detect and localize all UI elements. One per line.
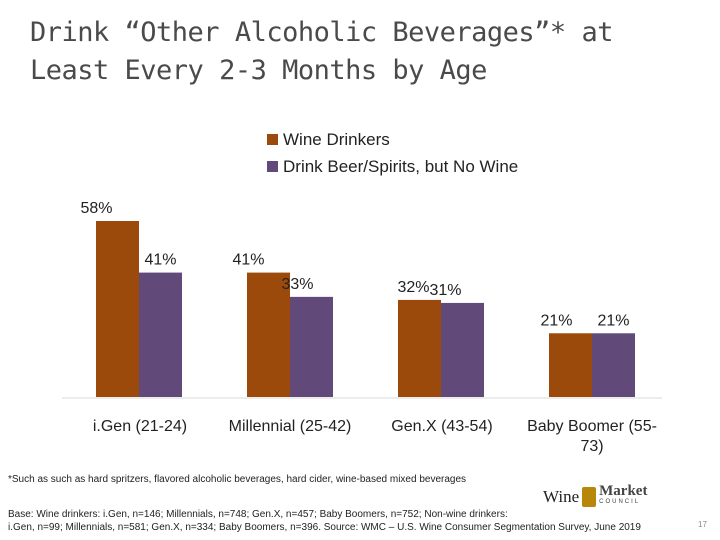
bar-wine-2 <box>398 299 441 397</box>
page-title: Drink “Other Alcoholic Beverages”* at Le… <box>30 17 613 86</box>
footnote: *Such as such as hard spritzers, flavore… <box>8 474 467 485</box>
data-label-wine-0: 58% <box>80 200 112 217</box>
base-note-line-1: Base: Wine drinkers: i.Gen, n=146; Mille… <box>8 509 508 520</box>
data-label-no-wine-1: 33% <box>281 276 313 293</box>
logo-council-text: COUNCIL <box>599 499 641 505</box>
category-label-2: Gen.X (43-54) <box>391 418 492 435</box>
category-label-0: i.Gen (21-24) <box>93 418 187 435</box>
bar-no-wine-0 <box>139 272 182 397</box>
wine-market-council-logo: Wine Market COUNCIL <box>543 483 648 508</box>
bar-no-wine-1 <box>290 296 333 397</box>
legend-label-no-wine: Drink Beer/Spirits, but No Wine <box>283 156 519 176</box>
logo-wordmark: Market COUNCIL <box>599 483 648 508</box>
bar-wine-3 <box>549 333 592 397</box>
category-label-1: Millennial (25-42) <box>229 418 352 435</box>
legend-swatch-wine <box>267 134 278 145</box>
page-number: 17 <box>698 520 707 529</box>
legend-swatch-no-wine <box>267 161 278 172</box>
bar-wine-1 <box>247 272 290 397</box>
category-label-3: Baby Boomer (55- <box>527 418 657 435</box>
data-label-no-wine-3: 21% <box>597 312 629 329</box>
base-note-line-2: i.Gen, n=99; Millennials, n=581; Gen.X, … <box>8 522 641 533</box>
legend-label-wine: Wine Drinkers <box>283 129 390 149</box>
logo-glass-icon <box>582 487 597 507</box>
legend-item-wine: Wine Drinkers <box>267 126 518 153</box>
chart-legend: Wine Drinkers Drink Beer/Spirits, but No… <box>267 126 518 180</box>
data-label-wine-1: 41% <box>232 252 264 269</box>
data-label-wine-2: 32% <box>397 279 429 296</box>
data-label-no-wine-2: 31% <box>429 282 461 299</box>
data-label-no-wine-0: 41% <box>144 252 176 269</box>
data-label-wine-3: 21% <box>540 312 572 329</box>
bar-wine-0 <box>96 221 139 397</box>
category-label-3-line2: 73) <box>580 438 603 455</box>
bar-no-wine-3 <box>592 333 635 397</box>
legend-item-no-wine: Drink Beer/Spirits, but No Wine <box>267 153 518 180</box>
logo-wine-text: Wine <box>543 487 580 506</box>
base-note: Base: Wine drinkers: i.Gen, n=146; Mille… <box>8 508 708 534</box>
logo-market-text: Market <box>599 483 648 499</box>
bar-no-wine-2 <box>441 302 484 397</box>
